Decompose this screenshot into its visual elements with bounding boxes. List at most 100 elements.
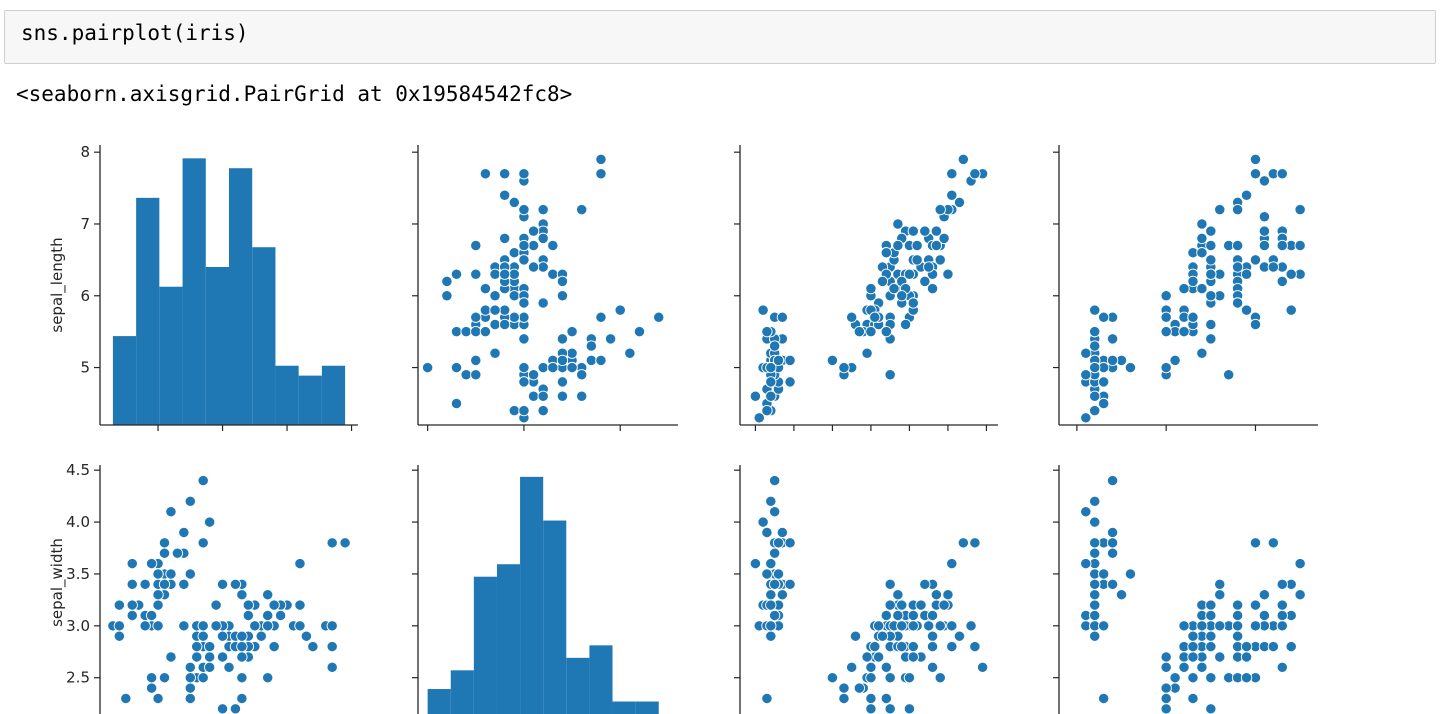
scatter-point [1089, 630, 1101, 642]
scatter-point [899, 318, 912, 331]
scatter-point [145, 672, 158, 684]
scatter-point [249, 620, 261, 632]
scatter-point [518, 297, 530, 309]
scatter-point [1089, 304, 1101, 316]
scatter-point [846, 661, 858, 673]
scatter-point [772, 568, 785, 580]
scatter-point [595, 168, 607, 180]
scatter-point [158, 537, 171, 549]
scatter-point [566, 326, 578, 338]
scatter-point [537, 261, 549, 273]
scatter-point [158, 547, 171, 559]
histogram-bar [612, 701, 636, 714]
scatter-point [861, 651, 873, 663]
scatter-point [1106, 537, 1119, 549]
scatter-point [784, 578, 796, 590]
code-cell-input[interactable]: sns.pairplot(iris) [4, 10, 1436, 64]
scatter-point [262, 620, 274, 632]
scatter-point [1187, 651, 1199, 663]
histogram-bar [450, 670, 474, 714]
scatter-point [178, 578, 190, 590]
scatter-point [1249, 620, 1262, 632]
scatter-point [595, 354, 607, 367]
scatter-point [1178, 620, 1190, 632]
scatter-point [765, 495, 777, 507]
scatter-point [892, 218, 904, 230]
scatter-point [1080, 506, 1092, 518]
scatter-point [749, 390, 762, 402]
scatter-point [1205, 318, 1217, 331]
scatter-point [757, 516, 769, 528]
scatter-point [923, 261, 935, 273]
scatter-point [450, 268, 463, 280]
scatter-point [450, 326, 463, 338]
scatter-point [1169, 354, 1181, 367]
scatter-point [1089, 495, 1101, 507]
histogram-bar [182, 158, 206, 426]
scatter-point [518, 376, 530, 388]
scatter-point [765, 557, 777, 570]
scatter-point [518, 168, 530, 180]
scatter-point [518, 203, 530, 216]
scatter-point [178, 526, 190, 539]
scatter-point [1276, 661, 1288, 673]
scatter-point [838, 692, 850, 705]
scatter-point [1187, 640, 1199, 653]
scatter-point [1089, 547, 1101, 559]
scatter-point [236, 672, 248, 684]
subplot-sepal_width-vs-sepal_width [412, 465, 659, 714]
scatter-point [489, 268, 501, 280]
scatter-point [1089, 537, 1101, 549]
scatter-point [191, 651, 203, 663]
scatter-point [1276, 599, 1288, 611]
scatter-point [489, 304, 501, 316]
scatter-point [903, 703, 916, 714]
scatter-point [1249, 318, 1262, 331]
scatter-point [865, 692, 877, 705]
scatter-point [907, 651, 919, 663]
scatter-point [1231, 239, 1244, 252]
scatter-point [216, 578, 229, 590]
scatter-point [876, 275, 889, 288]
scatter-point [1106, 578, 1119, 590]
subplot-sepal_width-vs-petal_length [734, 465, 989, 714]
scatter-point [969, 168, 981, 180]
scatter-point [1196, 232, 1208, 244]
scatter-point [203, 640, 216, 653]
scatter-point [460, 326, 472, 338]
scatter-point [216, 630, 229, 642]
scatter-point [197, 620, 209, 632]
scatter-point [761, 692, 773, 705]
scatter-point [307, 640, 319, 653]
scatter-point [907, 609, 919, 622]
scatter-point [197, 537, 209, 549]
scatter-point [1089, 516, 1101, 528]
scatter-point [1089, 578, 1101, 590]
subplot-sepal_length-vs-petal_length [734, 145, 998, 431]
scatter-point [784, 376, 796, 388]
scatter-point [152, 692, 164, 705]
scatter-point [1231, 630, 1244, 642]
scatter-point [969, 537, 981, 549]
scatter-point [1160, 682, 1172, 694]
scatter-point [1285, 304, 1297, 316]
scatter-point [926, 661, 939, 673]
scatter-point [765, 390, 777, 402]
scatter-point [191, 640, 203, 653]
scatter-point [1276, 620, 1288, 632]
scatter-point [203, 651, 216, 663]
scatter-point [460, 369, 472, 381]
scatter-point [518, 361, 530, 374]
scatter-point [339, 537, 351, 549]
histogram-bar [427, 689, 451, 714]
scatter-point [765, 599, 777, 611]
scatter-point [576, 203, 588, 216]
scatter-point [1258, 225, 1271, 237]
scatter-point [489, 347, 501, 359]
scatter-point [1258, 211, 1271, 223]
scatter-point [853, 682, 866, 694]
scatter-point [934, 620, 946, 632]
scatter-point [1205, 268, 1217, 280]
scatter-point [508, 404, 520, 417]
scatter-point [508, 290, 520, 302]
